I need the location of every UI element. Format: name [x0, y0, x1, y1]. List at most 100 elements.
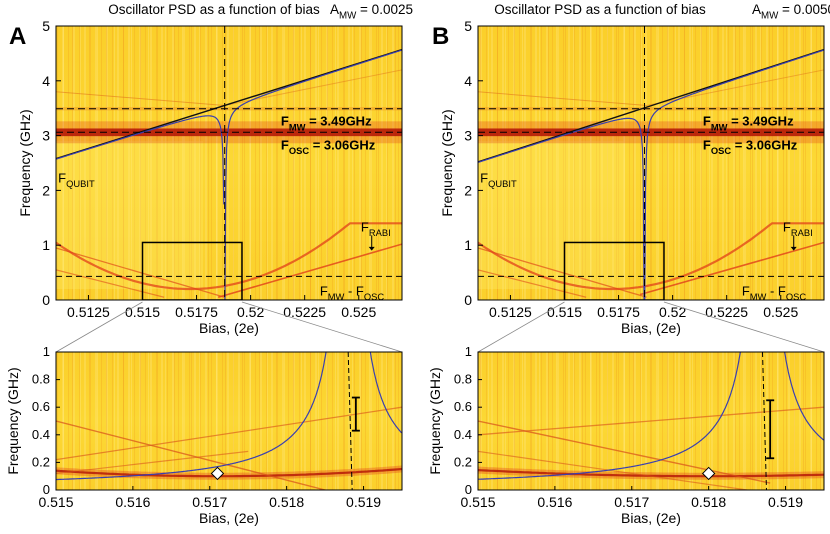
- zoom-connector-right: [663, 301, 825, 353]
- y-tick-label: 4: [42, 73, 50, 89]
- y-tick-label: 0: [42, 292, 50, 308]
- crossing-diamond-marker: [701, 466, 716, 481]
- zoom-y-axis-label: Frequency (GHz): [427, 367, 443, 474]
- zoom-cross-trace: [56, 406, 402, 461]
- panel-letter: B: [432, 23, 449, 50]
- zoom-y-tick-label: 0.4: [454, 427, 472, 442]
- zoom-x-tick-label: 0.519: [768, 494, 803, 510]
- crossing-diamond-marker: [210, 466, 225, 481]
- zoom-plot-frame: [477, 351, 825, 491]
- x-tick-label: 0.5225: [283, 304, 326, 320]
- label-f-diff: FMW - FOSC: [742, 284, 807, 303]
- mw-band: [56, 107, 402, 111]
- zoom-plot-frame: [55, 351, 403, 491]
- rabi-arrow-head: [368, 246, 375, 251]
- zoom-connector-left: [477, 301, 565, 353]
- zoom-cross-trace: [478, 406, 824, 436]
- rabi-arc-trace: [56, 222, 402, 291]
- zoom-y-tick-label: 0.6: [32, 399, 50, 414]
- zoom-y-tick-label: 0: [43, 482, 50, 497]
- zoom-cross-trace: [478, 450, 748, 490]
- zoom-fit-curve-left: [56, 352, 327, 481]
- rabi-line: [217, 243, 402, 299]
- zoom-y-tick-label: 0.6: [454, 399, 472, 414]
- zoom-resonance-guide: [347, 352, 353, 490]
- zoom-x-tick-label: 0.518: [691, 494, 726, 510]
- zoom-fit-curve-left: [478, 352, 741, 480]
- y-tick-label: 3: [42, 128, 50, 144]
- x-tick-label: 0.515: [125, 304, 160, 320]
- psd-heatmap: [478, 26, 824, 300]
- x-tick-label: 0.5175: [597, 304, 640, 320]
- zoom-y-tick-label: 0.2: [32, 454, 50, 469]
- zoom-x-tick-label: 0.515: [460, 494, 495, 510]
- label-f-mw: FMW = 3.49GHz: [703, 114, 794, 133]
- y-tick-label: 2: [42, 182, 50, 198]
- x-axis-label: Bias, (2e): [621, 320, 681, 336]
- zoom-y-tick-label: 0: [465, 482, 472, 497]
- zoom-cross-trace: [56, 450, 249, 475]
- x-tick-label: 0.5125: [489, 304, 532, 320]
- y-tick-label: 3: [464, 128, 472, 144]
- zoom-y-tick-label: 0.8: [454, 372, 472, 387]
- zoom-x-axis-label: Bias, (2e): [621, 510, 681, 526]
- heatmap-texture-2: [56, 26, 402, 300]
- zoom-x-tick-label: 0.517: [192, 494, 227, 510]
- zoom-y-tick-label: 0.4: [32, 427, 50, 442]
- zoom-y-tick-label: 0.2: [454, 454, 472, 469]
- zoom-x-tick-label: 0.519: [346, 494, 381, 510]
- fit-curve-left: [56, 115, 225, 205]
- zoom-x-tick-label: 0.516: [537, 494, 572, 510]
- zoom-x-tick-label: 0.517: [614, 494, 649, 510]
- zoom-x-tick-label: 0.518: [269, 494, 304, 510]
- y-tick-label: 2: [464, 182, 472, 198]
- heatmap-bright-region: [478, 141, 626, 290]
- label-f-rabi: FRABI: [361, 220, 391, 239]
- chart-title: Oscillator PSD as a function of bias: [108, 2, 320, 17]
- heatmap-bright-region: [56, 141, 204, 290]
- label-f-rabi: FRABI: [783, 220, 813, 239]
- zoom-y-tick-label: 0.8: [32, 372, 50, 387]
- zoom-y-tick-label: 1: [43, 344, 50, 359]
- fit-curve-left: [478, 117, 645, 300]
- x-axis-label: Bias, (2e): [199, 320, 259, 336]
- heatmap-texture-2: [478, 26, 824, 300]
- label-f-osc: FOSC = 3.06GHz: [281, 137, 376, 156]
- x-tick-label: 0.525: [763, 304, 798, 320]
- label-f-qubit: FQUBIT: [480, 170, 517, 189]
- panel-letter: A: [9, 23, 26, 50]
- zoom-cross-trace: [56, 420, 326, 490]
- zoom-fit-curve-right: [784, 352, 824, 441]
- y-axis-label: Frequency (GHz): [439, 109, 455, 216]
- label-f-osc: FOSC = 3.06GHz: [703, 137, 798, 156]
- zoom-y-tick-label: 1: [465, 344, 472, 359]
- panel-b: B Oscillator PSD as a function of bias AMW…: [427, 2, 830, 526]
- y-tick-label: 1: [464, 237, 472, 253]
- psd-heatmap: [56, 26, 402, 300]
- sideband-trace: [478, 269, 587, 298]
- panel-a: A Oscillator PSD as a function of bias AMW…: [5, 2, 413, 526]
- label-f-diff: FMW - FOSC: [320, 284, 385, 303]
- rabi-arrow-head: [790, 246, 797, 251]
- zoom-x-tick-label: 0.516: [115, 494, 150, 510]
- zoom-region-box: [141, 241, 243, 300]
- sideband-trace: [56, 269, 165, 298]
- qubit-line: [478, 48, 824, 163]
- zoom-x-tick-label: 0.515: [38, 494, 73, 510]
- x-tick-label: 0.52: [237, 304, 264, 320]
- x-tick-label: 0.525: [341, 304, 376, 320]
- mw-band: [478, 107, 824, 111]
- rabi-arc-trace: [478, 222, 824, 291]
- fit-curve-right: [224, 49, 402, 300]
- main-plot-frame: [477, 25, 825, 301]
- y-axis-label: Frequency (GHz): [17, 109, 33, 216]
- sideband-trace: [478, 91, 647, 106]
- x-tick-label: 0.5225: [705, 304, 748, 320]
- zoom-connector-left: [55, 301, 143, 353]
- zoom-x-axis-label: Bias, (2e): [199, 510, 259, 526]
- zoom-heatmap: [478, 352, 824, 490]
- label-f-qubit: FQUBIT: [58, 170, 95, 189]
- osc-band: [478, 128, 824, 137]
- y-tick-label: 4: [464, 73, 472, 89]
